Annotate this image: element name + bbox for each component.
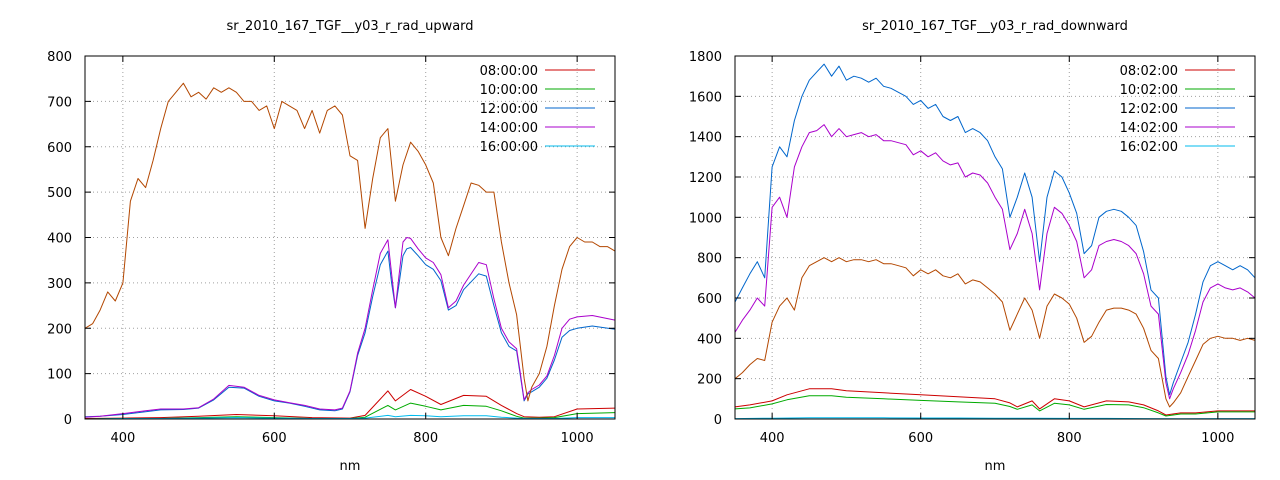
- legend-label: 16:02:00: [1120, 140, 1178, 155]
- legend-label: 10:02:00: [1120, 83, 1178, 98]
- series-line-0: [734, 388, 1255, 416]
- x-tick-label: 400: [110, 431, 135, 446]
- x-axis-label: nm: [340, 459, 361, 474]
- downward-chart-panel: sr_2010_167_TGF__y03_r_rad_downward 0 200 4…: [640, 0, 1280, 480]
- x-tick-label: 1000: [1201, 431, 1234, 446]
- y-tick-label: 700: [47, 95, 72, 110]
- series-line-5: [734, 257, 1256, 408]
- x-axis-label: nm: [985, 459, 1006, 474]
- y-tick-label: 600: [47, 141, 72, 156]
- series-line-0: [84, 389, 616, 419]
- y-tick-label: 400: [697, 332, 722, 347]
- legend-label: 14:02:00: [1120, 121, 1178, 136]
- y-tick-label: 1800: [689, 50, 722, 65]
- legend-label: 08:02:00: [1120, 64, 1178, 79]
- y-tick-label: 400: [47, 232, 72, 247]
- series-line-2: [84, 247, 616, 418]
- x-tick-label: 800: [1057, 431, 1082, 446]
- series-line-1: [734, 395, 1255, 417]
- y-tick-label: 0: [714, 413, 722, 428]
- plot-frame: [734, 55, 1256, 420]
- y-tick-label: 500: [47, 186, 72, 201]
- upward-chart-panel: sr_2010_167_TGF__y03_r_rad_upward 0 100 200…: [47, 19, 616, 474]
- chart-title: sr_2010_167_TGF__y03_r_rad_upward: [226, 19, 473, 34]
- legend-label: 12:00:00: [480, 102, 538, 117]
- y-tick-label: 200: [697, 373, 722, 388]
- y-tick-label: 1200: [689, 171, 722, 186]
- legend-label: 08:00:00: [480, 64, 538, 79]
- x-tick-label: 600: [262, 431, 287, 446]
- y-tick-label: 300: [47, 277, 72, 292]
- x-tick-label: 1000: [561, 431, 594, 446]
- legend-label: 14:00:00: [480, 121, 538, 136]
- series-line-5: [84, 82, 616, 402]
- y-tick-label: 200: [47, 322, 72, 337]
- y-tick-label: 800: [47, 50, 72, 65]
- y-tick-label: 100: [47, 368, 72, 383]
- legend-label: 10:00:00: [480, 83, 538, 98]
- chart-title: sr_2010_167_TGF__y03_r_rad_downward: [862, 19, 1128, 34]
- series-line-3: [84, 237, 616, 418]
- x-tick-label: 800: [413, 431, 438, 446]
- x-tick-label: 400: [760, 431, 785, 446]
- y-tick-label: 600: [697, 292, 722, 307]
- y-tick-label: 1400: [689, 131, 722, 146]
- y-tick-label: 800: [697, 252, 722, 267]
- downward-chart: sr_2010_167_TGF__y03_r_rad_downward 0 200 4…: [689, 19, 1256, 474]
- legend-label: 16:00:00: [480, 140, 538, 155]
- series-line-2: [734, 63, 1256, 396]
- series-line-3: [734, 124, 1256, 400]
- y-tick-label: 0: [64, 413, 72, 428]
- upward-chart: sr_2010_167_TGF__y03_r_rad_upward 0 100 200…: [47, 19, 616, 474]
- y-tick-label: 1000: [689, 211, 722, 226]
- y-tick-label: 1600: [689, 90, 722, 105]
- legend-label: 12:02:00: [1120, 102, 1178, 117]
- x-tick-label: 600: [908, 431, 933, 446]
